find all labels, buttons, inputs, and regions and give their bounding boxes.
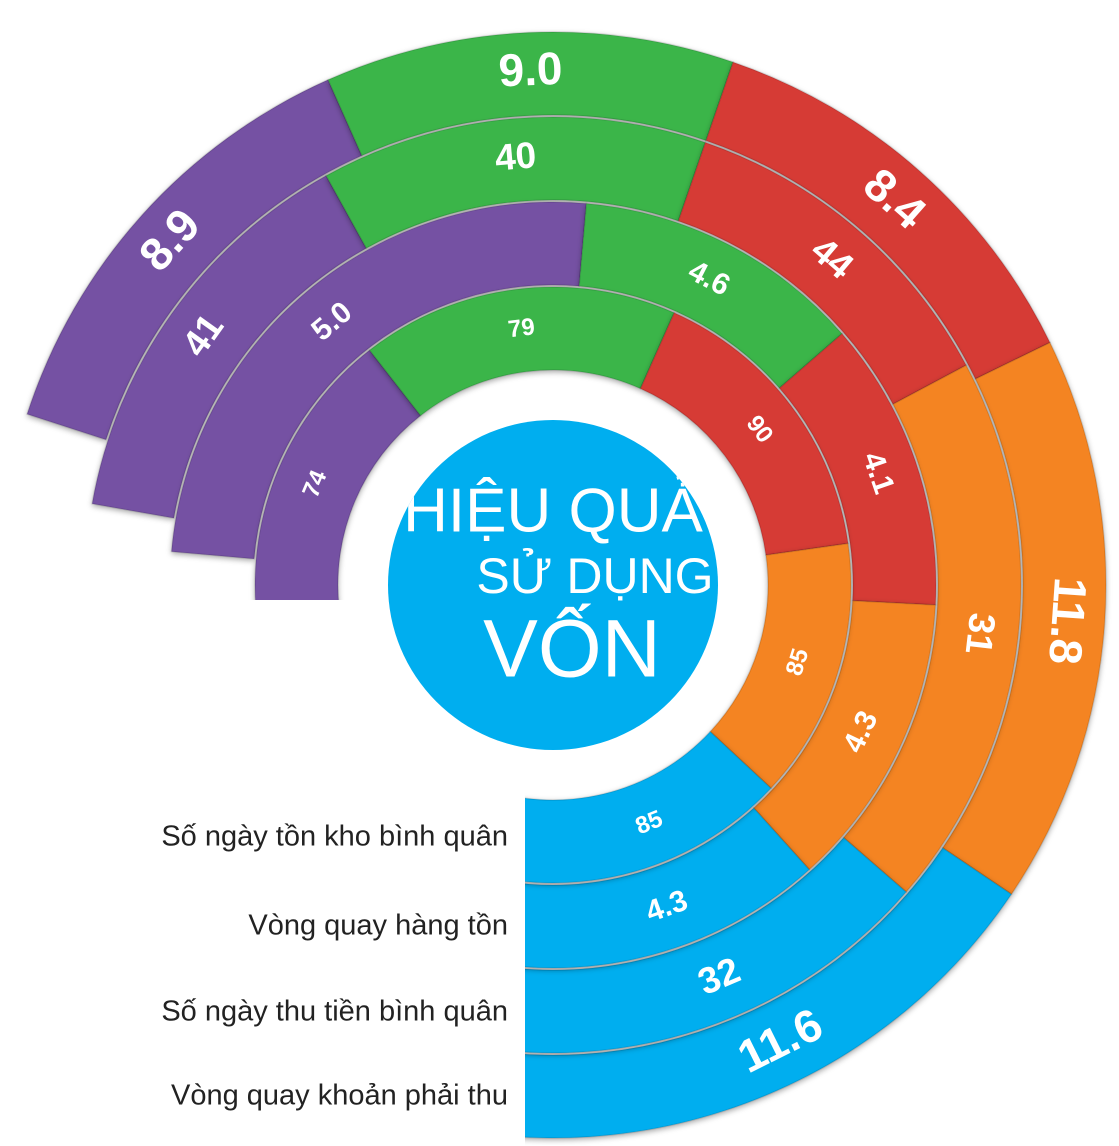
center-title: HIỆU QUẢ SỬ DỤNG VỐN [403, 476, 713, 694]
legend-label: Vòng quay khoản phải thu [171, 1080, 508, 1112]
segment-value: 9.0 [497, 42, 563, 97]
center-line: HIỆU QUẢ [403, 476, 703, 545]
segment-value: 11.8 [1039, 576, 1097, 666]
legend-label: Số ngày thu tiền bình quân [161, 996, 508, 1028]
rings [26, 31, 1107, 1139]
legend-label: Vòng quay hàng tồn [248, 910, 508, 942]
center-line: SỬ DỤNG [476, 547, 713, 604]
legend-label: Số ngày tồn kho bình quân [161, 821, 508, 853]
segment-value: 79 [507, 313, 537, 343]
center-line: VỐN [483, 604, 661, 695]
center-circle [388, 420, 718, 750]
segment-value: 40 [493, 134, 538, 178]
segment-value: 31 [958, 611, 1003, 657]
